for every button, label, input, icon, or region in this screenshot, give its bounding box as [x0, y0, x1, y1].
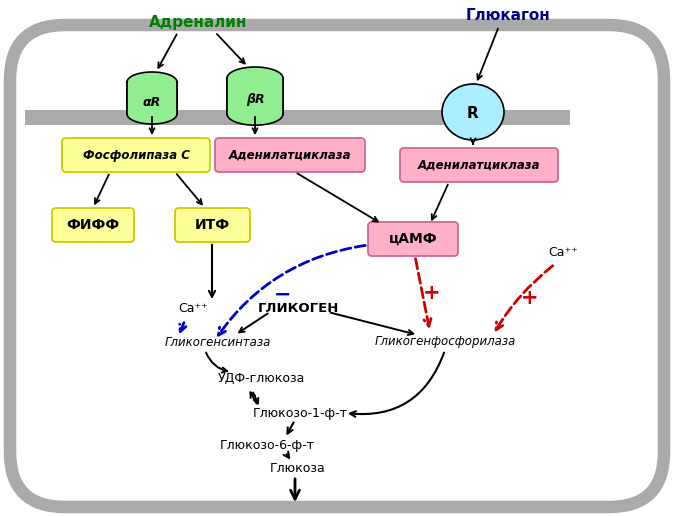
Text: Аденилатциклаза: Аденилатциклаза [418, 158, 540, 171]
Ellipse shape [442, 84, 504, 140]
Ellipse shape [227, 67, 283, 89]
Text: +: + [423, 283, 441, 303]
Polygon shape [227, 78, 283, 114]
Text: Глюкозо-1-ф-т: Глюкозо-1-ф-т [253, 407, 348, 420]
Polygon shape [227, 78, 283, 114]
Text: УДФ-глюкоза: УДФ-глюкоза [218, 372, 306, 384]
Text: R: R [467, 105, 479, 121]
Text: Адреналин: Адреналин [149, 14, 247, 29]
Ellipse shape [227, 103, 283, 125]
FancyBboxPatch shape [52, 208, 134, 242]
Polygon shape [127, 82, 177, 114]
Text: Глюкагон: Глюкагон [466, 8, 550, 23]
Text: ФИФФ: ФИФФ [66, 218, 120, 232]
Bar [25, 110, 570, 125]
Text: Фосфолипаза C: Фосфолипаза C [82, 149, 189, 162]
Text: Ca⁺⁺: Ca⁺⁺ [548, 246, 578, 259]
Text: цАМФ: цАМФ [389, 232, 437, 246]
Text: Гликогенсинтаза: Гликогенсинтаза [165, 335, 271, 348]
Ellipse shape [127, 104, 177, 124]
Text: Ca⁺⁺: Ca⁺⁺ [178, 301, 208, 314]
Text: −: − [274, 285, 292, 305]
Text: Глюкозо-6-ф-т: Глюкозо-6-ф-т [220, 439, 314, 452]
Text: αR: αR [143, 96, 161, 109]
FancyBboxPatch shape [10, 25, 664, 507]
FancyBboxPatch shape [175, 208, 250, 242]
FancyBboxPatch shape [400, 148, 558, 182]
FancyBboxPatch shape [368, 222, 458, 256]
Text: Аденилатциклаза: Аденилатциклаза [228, 149, 352, 162]
Text: ИТФ: ИТФ [195, 218, 230, 232]
FancyBboxPatch shape [215, 138, 365, 172]
Text: Глюкоза: Глюкоза [270, 461, 326, 475]
Ellipse shape [127, 72, 177, 92]
FancyBboxPatch shape [62, 138, 210, 172]
Text: βR: βR [245, 92, 264, 105]
Polygon shape [127, 82, 177, 114]
Text: ГЛИКОГЕН: ГЛИКОГЕН [258, 301, 339, 314]
Text: Гликогенфосфорилаза: Гликогенфосфорилаза [375, 335, 516, 348]
Text: +: + [521, 288, 539, 308]
